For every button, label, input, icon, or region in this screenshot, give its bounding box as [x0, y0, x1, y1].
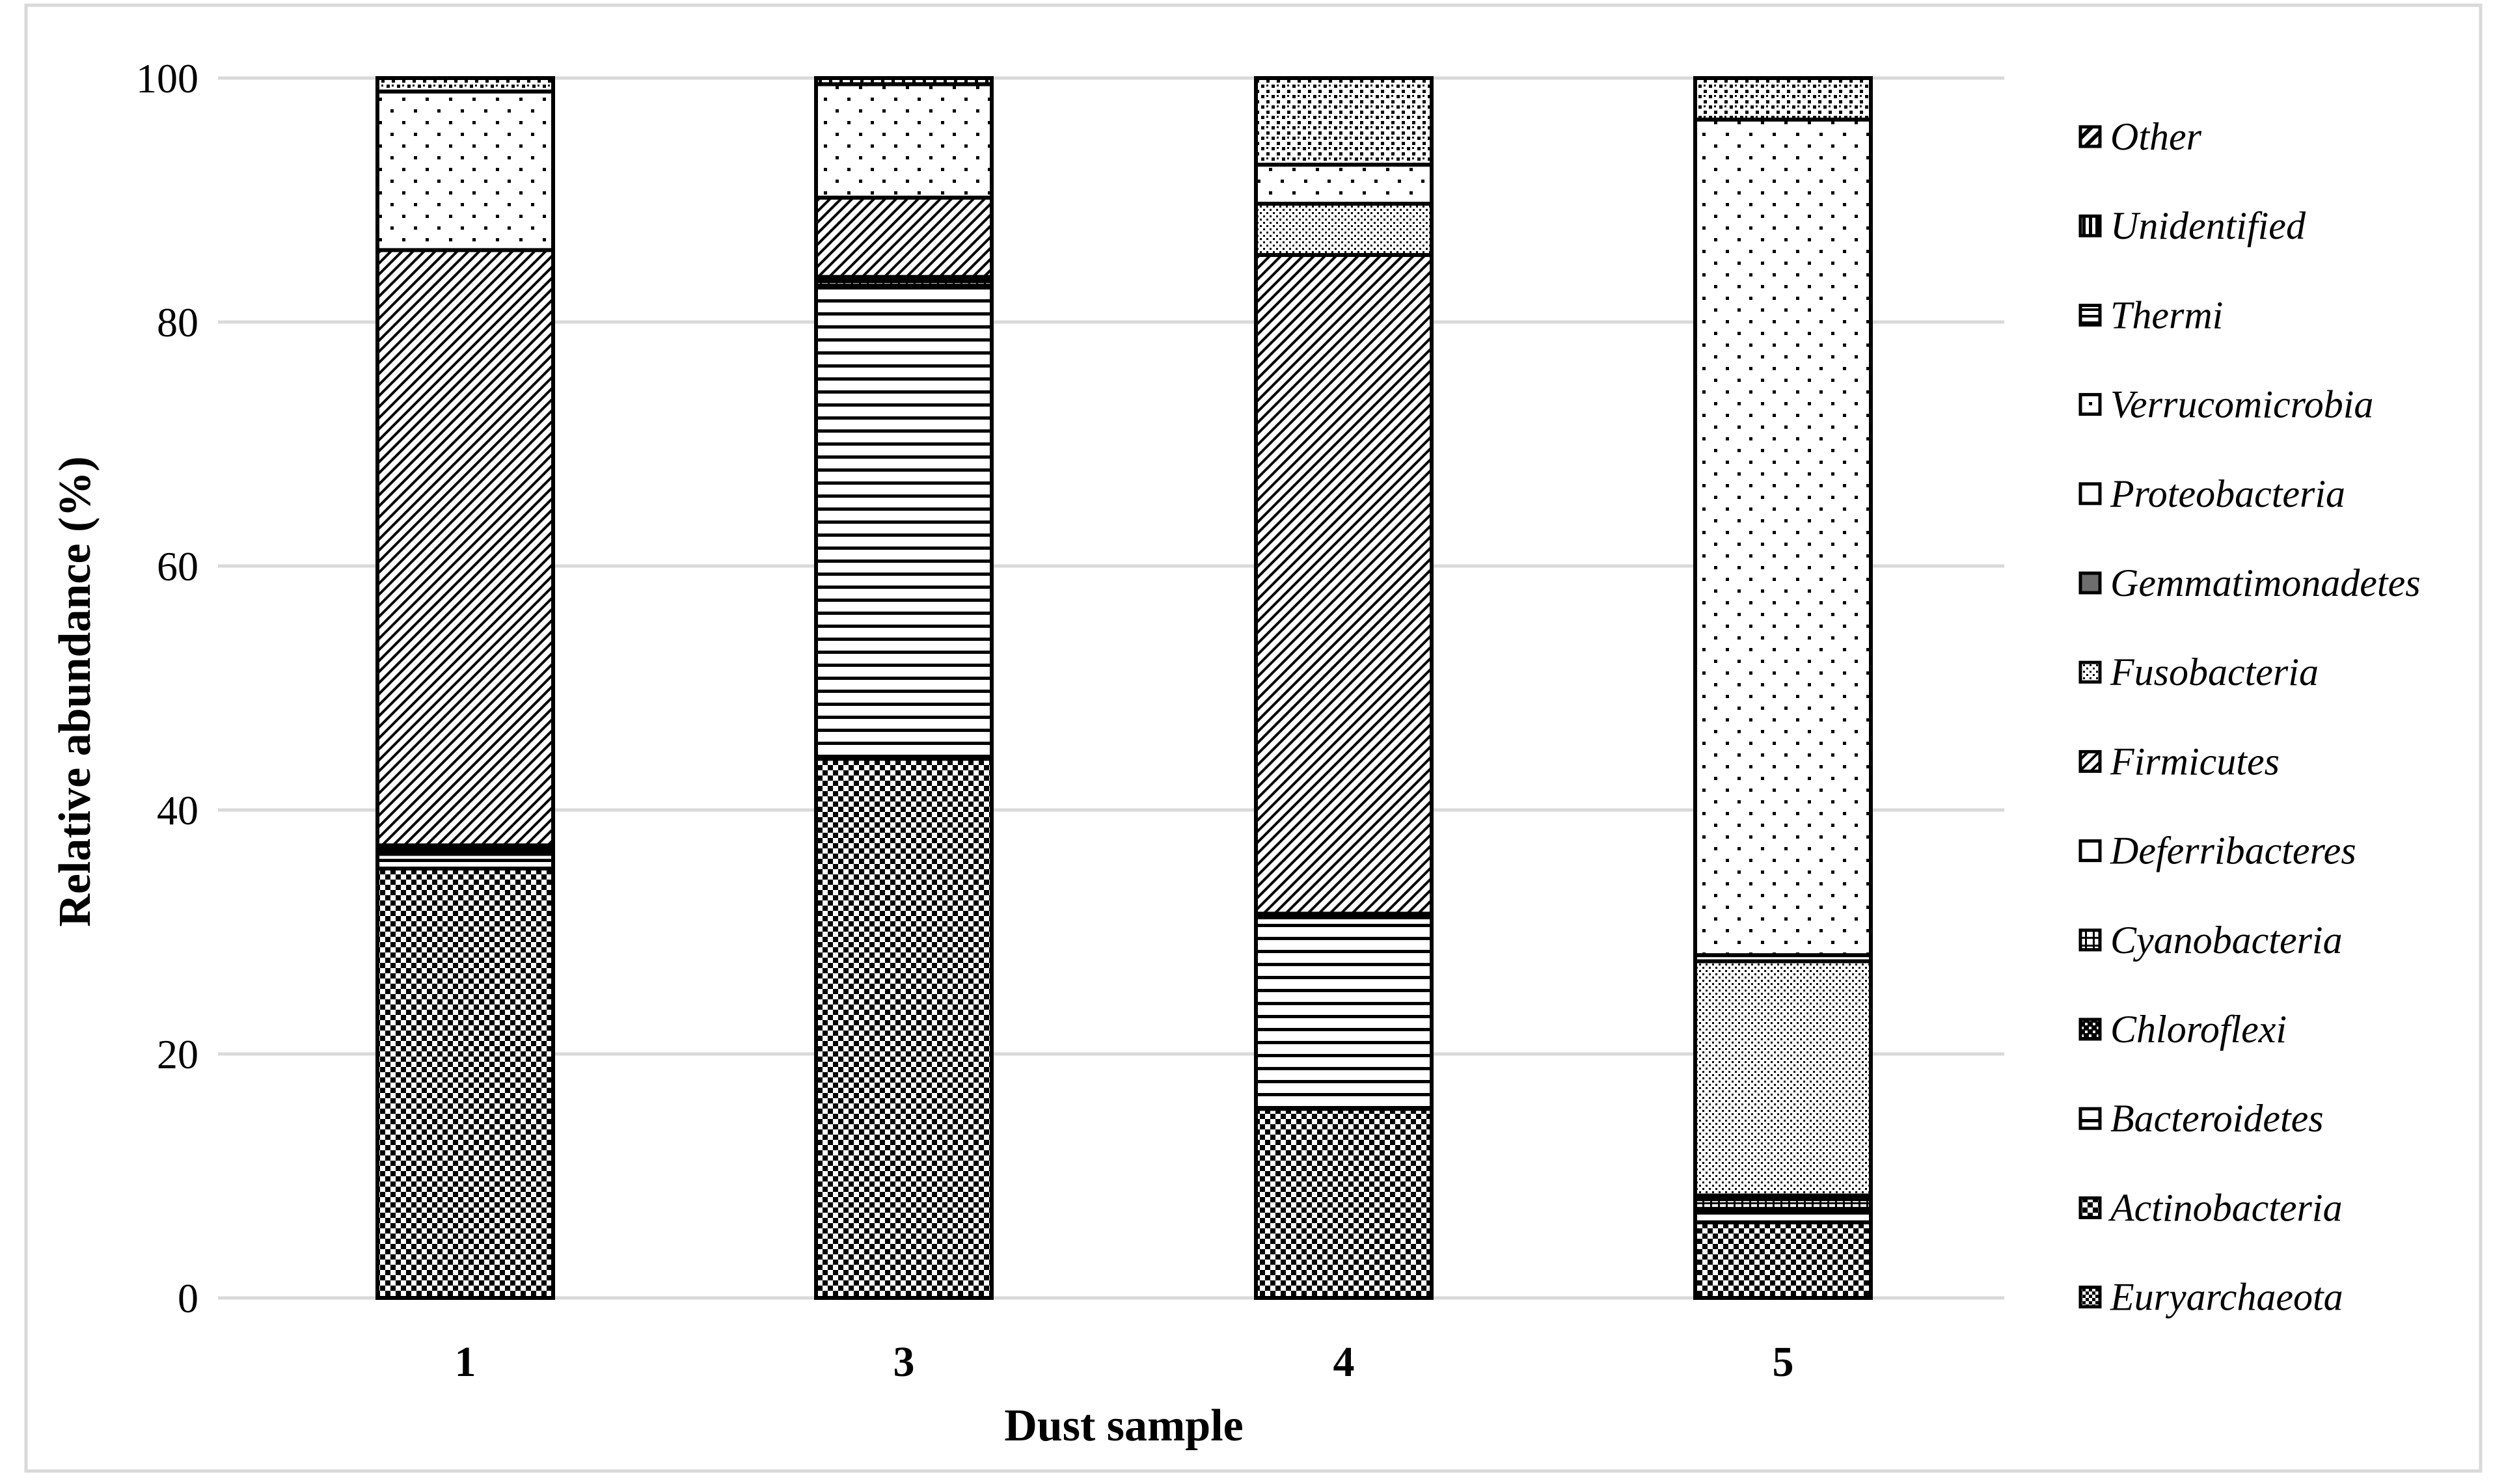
legend-item: Bacteroidetes	[2078, 1097, 2324, 1140]
x-axis-title: Dust sample	[1004, 1401, 1244, 1451]
legend-swatch	[2078, 839, 2102, 863]
bar-segment-actinobacteria-1	[375, 867, 555, 1300]
legend-swatch	[2078, 482, 2102, 506]
legend-label: Fusobacteria	[2110, 651, 2319, 694]
legend-item: Fusobacteria	[2078, 651, 2319, 694]
bar-segment-other-1	[375, 76, 555, 94]
bar-segment-other-4	[1254, 76, 1434, 167]
legend-label: Unidentified	[2110, 204, 2306, 247]
bar-segment-actinobacteria-3	[814, 757, 994, 1300]
x-tick-label: 4	[1333, 1338, 1355, 1386]
legend-label: Gemmatimonadetes	[2110, 561, 2421, 604]
bar-segment-firmicutes-4	[1254, 252, 1434, 916]
bar-segment-firmicutes-1	[375, 248, 555, 848]
bar-segment-unidentified-5	[1693, 117, 1873, 958]
bars	[375, 76, 1873, 1300]
legend-item: Actinobacteria	[2078, 1186, 2343, 1229]
legend-swatch	[2078, 660, 2102, 684]
legend-swatch	[2078, 571, 2102, 595]
legend-item: Chloroflexi	[2078, 1008, 2287, 1051]
x-axis-category-labels: 1 3 4 5	[455, 1338, 1794, 1386]
y-tick-label: 0	[178, 1275, 198, 1321]
legend-label: Chloroflexi	[2110, 1008, 2287, 1051]
legend-item: Other	[2078, 115, 2202, 158]
y-axis-title: Relative abundance (%)	[50, 456, 100, 926]
bar-stack-5	[1693, 76, 1873, 1300]
bar-stack-4	[1254, 76, 1434, 1300]
legend-item: Cyanobacteria	[2078, 919, 2343, 962]
legend-label: Cyanobacteria	[2110, 919, 2343, 962]
bar-segment-fusobacteria-5	[1693, 959, 1873, 1198]
legend-swatch	[2078, 214, 2102, 237]
bar-segment-actinobacteria-4	[1254, 1107, 1434, 1300]
bar-segment-bacteroidetes-1	[375, 852, 555, 870]
bar-segment-other-3	[814, 76, 994, 87]
legend-item: Deferribacteres	[2078, 830, 2356, 872]
legend-label: Deferribacteres	[2110, 830, 2356, 872]
y-tick-label: 20	[157, 1031, 198, 1077]
legend-label: Bacteroidetes	[2110, 1097, 2324, 1140]
legend-label: Proteobacteria	[2110, 472, 2345, 515]
legend-swatch	[2078, 1286, 2102, 1309]
legend-swatch	[2078, 749, 2102, 773]
legend-swatch	[2078, 393, 2102, 416]
bar-segment-fusobacteria-4	[1254, 202, 1434, 257]
legend-label: Thermi	[2110, 293, 2223, 336]
legend-item: Euryarchaeota	[2078, 1276, 2343, 1319]
legend-label: Firmicutes	[2110, 740, 2280, 783]
legend-swatch	[2078, 1107, 2102, 1130]
legend-swatch	[2078, 303, 2102, 327]
bar-segment-unidentified-3	[814, 82, 994, 200]
x-tick-label: 3	[893, 1338, 915, 1386]
legend-item: Thermi	[2078, 293, 2223, 336]
legend-swatch	[2078, 125, 2102, 148]
x-tick-label: 5	[1773, 1338, 1794, 1386]
bar-segment-verrucomicrobia-1	[375, 89, 555, 252]
y-axis-tick-labels: 0 20 40 60 80 100	[136, 55, 198, 1321]
legend-swatch	[2078, 1018, 2102, 1041]
legend-swatch	[2078, 928, 2102, 952]
bar-segment-thermi-3	[814, 195, 994, 279]
legend-item: Firmicutes	[2078, 740, 2280, 783]
y-tick-label: 40	[157, 787, 198, 833]
bar-segment-bacteroidetes-3	[814, 283, 994, 761]
legend-item: Unidentified	[2078, 204, 2306, 247]
legend-item: Gemmatimonadetes	[2078, 561, 2421, 604]
legend-label: Actinobacteria	[2108, 1186, 2343, 1229]
bar-stack-3	[814, 76, 994, 1300]
legend-label: Euryarchaeota	[2110, 1276, 2343, 1319]
y-tick-label: 100	[136, 55, 198, 101]
bar-stack-1	[375, 76, 555, 1300]
legend-item: Verrucomicrobia	[2078, 383, 2373, 426]
bar-segment-bacteroidetes-4	[1254, 915, 1434, 1111]
legend-label: Other	[2110, 115, 2202, 158]
bar-segment-unidentified-4	[1254, 163, 1434, 206]
bar-segment-actinobacteria-5	[1693, 1220, 1873, 1300]
legend-label: Verrucomicrobia	[2110, 383, 2373, 426]
y-tick-label: 60	[157, 543, 198, 589]
legend-swatch	[2078, 1196, 2102, 1219]
bar-segment-other-5	[1693, 76, 1873, 122]
y-tick-label: 80	[157, 299, 198, 345]
legend: Other Unidentified Thermi Verrucomicrobia Pr…	[2078, 115, 2421, 1319]
legend-item: Proteobacteria	[2078, 472, 2345, 515]
x-tick-label: 1	[455, 1338, 476, 1386]
